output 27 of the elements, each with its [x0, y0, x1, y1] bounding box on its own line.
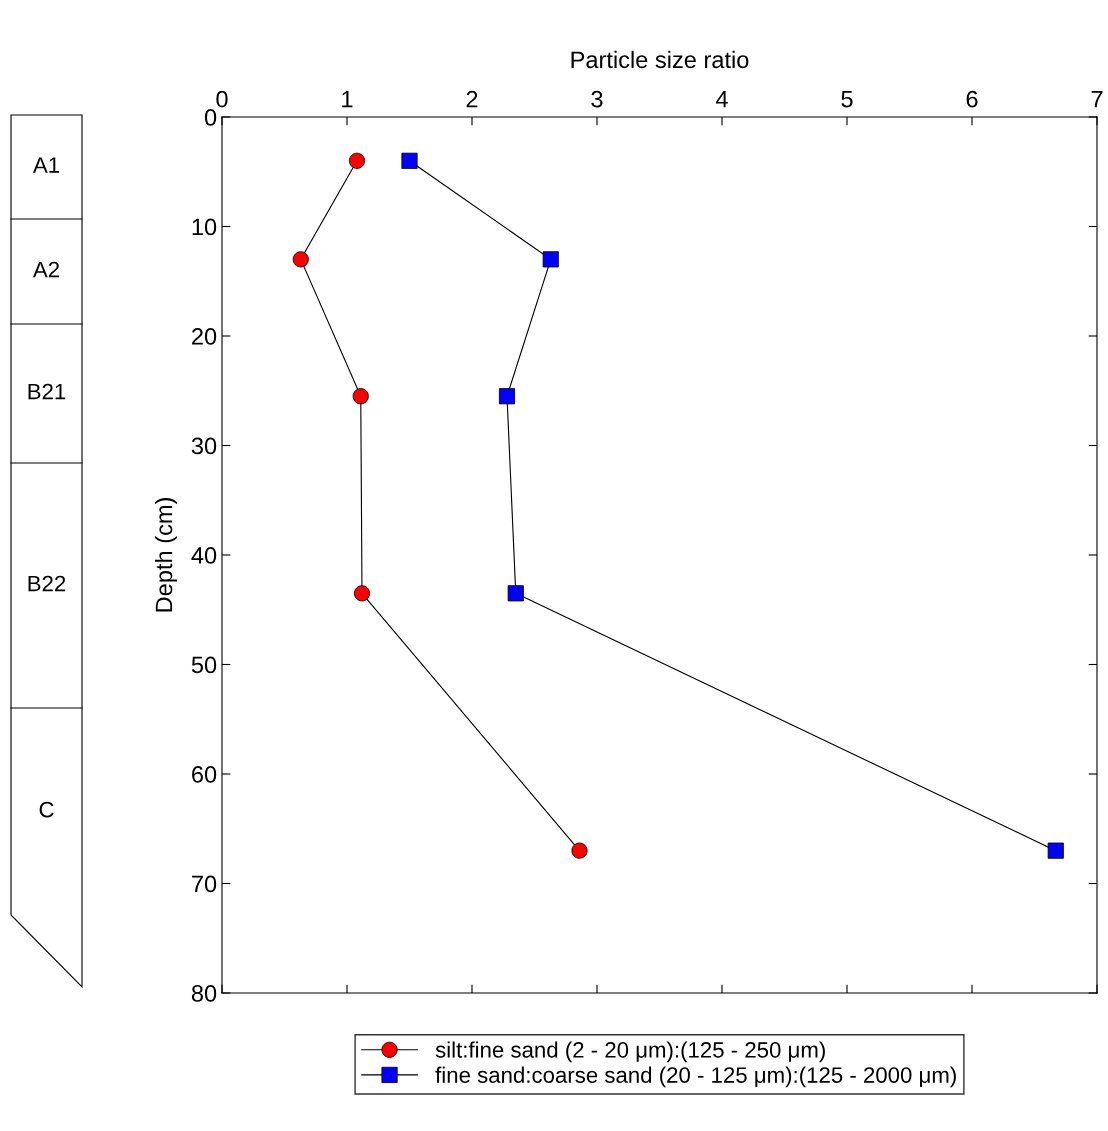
legend-label: fine sand:coarse sand (20 - 125 μm):(125 - 2000 μm): [435, 1066, 956, 1088]
text: A2: [32, 261, 59, 278]
y-tick-label: 60: [192, 766, 217, 783]
x-tick-label: 2: [466, 90, 478, 108]
x-tick-label: 3: [591, 90, 603, 108]
y-tick-label: 40: [191, 547, 217, 564]
y-axis-title: Depth (cm): [154, 498, 177, 612]
x-tick-label: 1: [342, 91, 353, 108]
y-tick-label: 30: [191, 437, 217, 455]
legend-label: silt:fine sand (2 - 20 μm):(125 - 250 μm): [435, 1041, 825, 1063]
x-axis-title: Particle size ratio: [571, 50, 749, 69]
y-tick-label: 80: [191, 985, 217, 1002]
x-tick-label: 4: [715, 91, 728, 108]
x-tick-label: 0: [216, 90, 228, 108]
x-tick-label: 5: [841, 91, 853, 108]
text: C: [39, 801, 54, 818]
text: B22: [28, 575, 66, 592]
y-tick-label: 20: [192, 328, 217, 345]
y-tick-label: 50: [191, 656, 217, 674]
y-tick-label: 0: [204, 109, 217, 126]
x-tick-label: 6: [966, 90, 978, 108]
y-tick-label: 10: [192, 218, 217, 236]
text: A1: [32, 157, 60, 173]
point: [498, 388, 516, 405]
x-tick-label: 7: [1091, 91, 1103, 108]
text: B21: [28, 383, 66, 400]
y-tick-label: 70: [192, 875, 217, 893]
